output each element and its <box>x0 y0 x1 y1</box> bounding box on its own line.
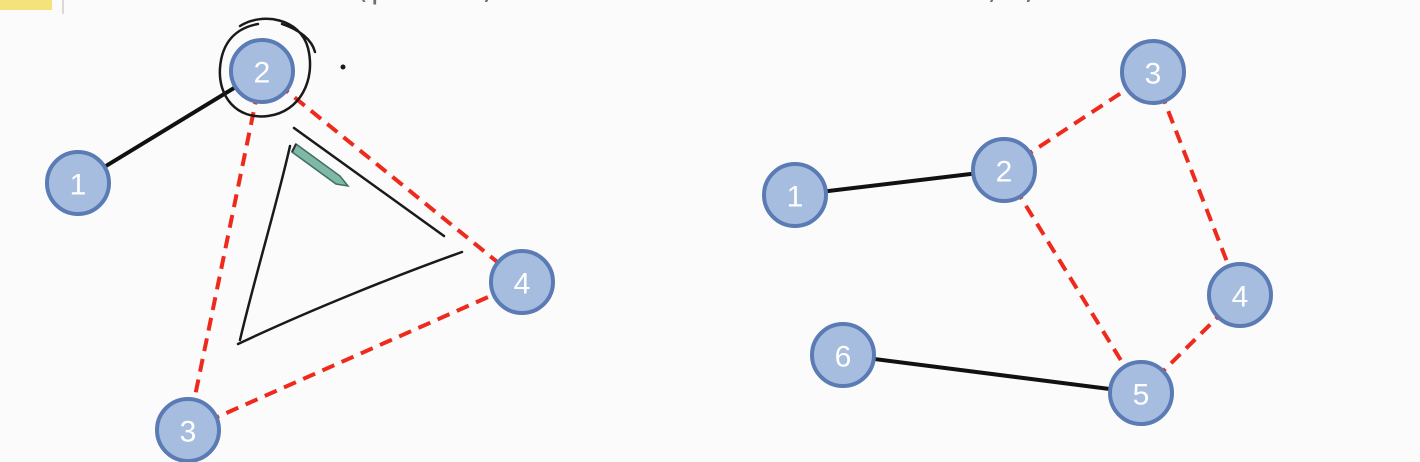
right-node-6[interactable]: 6 <box>810 322 876 388</box>
left-node-3[interactable]: 3 <box>155 397 221 462</box>
left-graph: 1 2 3 4 <box>45 17 555 462</box>
right-nodes: 1 2 3 4 5 <box>762 39 1273 426</box>
right-node-2-label: 2 <box>996 156 1013 189</box>
pen-cursor-icon <box>291 142 350 188</box>
right-node-3[interactable]: 3 <box>1120 39 1186 105</box>
editor-gutter-line <box>62 0 64 14</box>
hand-drawn-triangle-annotation <box>236 126 464 346</box>
right-node-5-label: 5 <box>1133 379 1150 412</box>
left-edge-3-4 <box>187 280 523 432</box>
left-nodes: 1 2 3 4 <box>45 38 555 462</box>
right-node-4-label: 4 <box>1232 281 1249 314</box>
right-node-5[interactable]: 5 <box>1108 360 1174 426</box>
code-strip: vertices (parent, remove and recursive c… <box>0 0 1039 14</box>
left-annotations <box>218 17 464 346</box>
left-node-4-label: 4 <box>514 268 531 301</box>
hand-drawn-circle-annotation <box>218 17 317 118</box>
right-node-6-label: 6 <box>835 341 852 374</box>
right-edge-2-5 <box>1002 168 1143 395</box>
right-edge-3-4 <box>1151 71 1242 296</box>
left-edge-1-2 <box>76 69 264 185</box>
right-edge-6-5 <box>842 353 1142 395</box>
left-node-4[interactable]: 4 <box>489 249 555 315</box>
left-edge-2-3 <box>186 70 264 431</box>
right-node-3-label: 3 <box>1145 58 1162 91</box>
right-node-1-label: 1 <box>787 181 804 214</box>
left-edges <box>76 69 524 432</box>
right-node-4[interactable]: 4 <box>1207 262 1273 328</box>
left-node-2-label: 2 <box>254 57 271 90</box>
right-node-2[interactable]: 2 <box>971 137 1037 203</box>
code-fragment-text: vertices (parent, remove and recursive c… <box>190 0 1039 6</box>
left-node-2[interactable]: 2 <box>229 38 295 104</box>
left-node-3-label: 3 <box>180 416 197 449</box>
annotation-dot <box>340 64 346 70</box>
left-node-1[interactable]: 1 <box>45 150 111 216</box>
editor-gutter-marker <box>0 0 52 10</box>
right-graph: 1 2 3 4 5 <box>762 39 1273 426</box>
right-node-1[interactable]: 1 <box>762 162 828 228</box>
left-node-1-label: 1 <box>70 169 87 202</box>
right-edge-1-2 <box>794 168 1005 197</box>
left-edge-2-4 <box>260 69 524 284</box>
